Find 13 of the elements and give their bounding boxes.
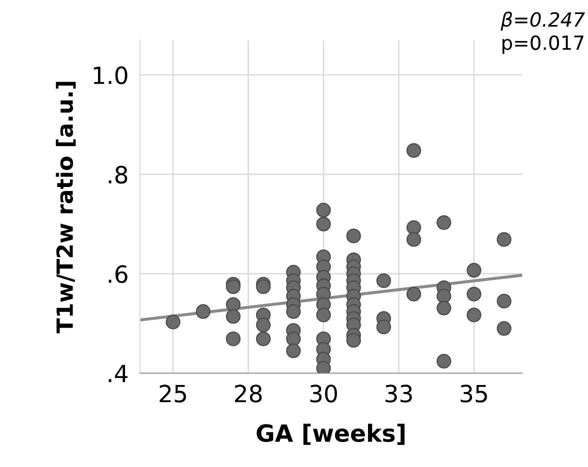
- annotation: p=0.017: [502, 35, 584, 54]
- y-tick-label: .8: [108, 166, 128, 184]
- x-tick-label: 30: [310, 384, 337, 403]
- text: β=0.247: [500, 12, 585, 31]
- x-axis-title: GA [weeks]: [256, 424, 405, 445]
- x-tick-label: 25: [160, 384, 186, 403]
- x-tick-label: 28: [234, 384, 262, 403]
- y-tick-label: .6: [108, 265, 128, 284]
- y-tick-label: .4: [108, 364, 128, 382]
- x-tick-label: 33: [386, 384, 412, 403]
- x-tick-label: 35: [460, 384, 487, 403]
- y-axis-title: T1w/T2w ratio [a.u.]: [56, 82, 76, 334]
- y-tick-label: 1.0: [94, 66, 128, 84]
